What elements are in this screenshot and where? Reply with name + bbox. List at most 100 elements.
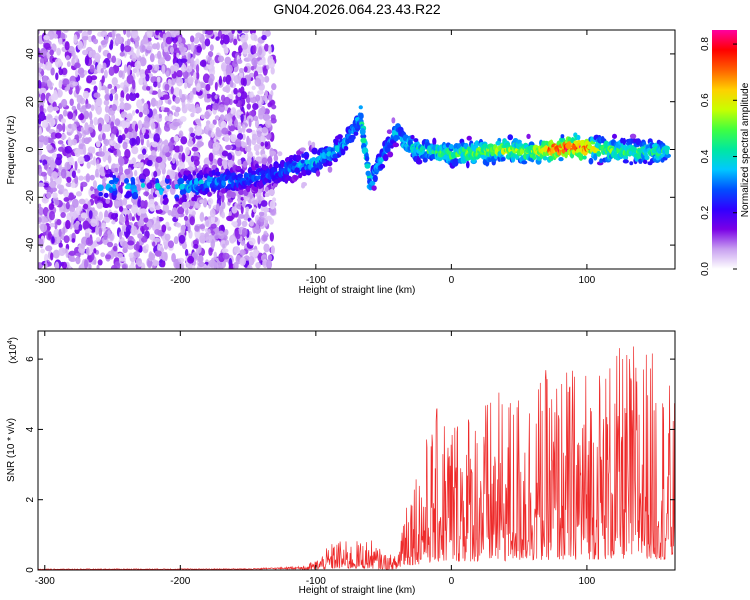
noise-cell (49, 222, 56, 228)
noise-cell (241, 141, 247, 149)
trace-cell (319, 164, 323, 169)
noise-cell (135, 257, 143, 266)
trace-cell (452, 158, 460, 166)
noise-cell (150, 122, 156, 130)
noise-cell (68, 265, 72, 269)
noise-cell (127, 240, 135, 246)
noise-cell (210, 131, 215, 138)
colorbar-tick-label: 0.6 (700, 93, 711, 107)
noise-cell (198, 261, 205, 268)
noise-cell (95, 140, 101, 148)
noise-cell (264, 30, 271, 37)
noise-cell (110, 39, 114, 47)
noise-cell (118, 165, 124, 176)
trace-cell (521, 160, 528, 165)
noise-cell (132, 110, 136, 116)
noise-cell (181, 63, 187, 73)
trace-cell (413, 138, 419, 143)
noise-cell (68, 192, 75, 201)
noise-cell (184, 82, 188, 89)
trace-cell (635, 138, 642, 146)
noise-cell (168, 113, 173, 122)
noise-cell (84, 228, 92, 234)
noise-cell (98, 147, 103, 153)
noise-cell (217, 55, 225, 63)
trace-cell (98, 191, 103, 197)
trace-cell (578, 153, 584, 161)
noise-cell (126, 38, 131, 46)
noise-cell (143, 217, 149, 223)
noise-cell (187, 76, 194, 85)
noise-cell (164, 233, 171, 241)
noise-cell (190, 56, 195, 65)
noise-cell (52, 249, 60, 259)
noise-cell (83, 259, 89, 269)
noise-cell (269, 150, 277, 156)
noise-cell (264, 141, 269, 147)
trace-cell (301, 181, 308, 187)
noise-cell (74, 160, 78, 171)
noise-cell (262, 94, 267, 102)
noise-cell (75, 69, 79, 78)
noise-cell (167, 209, 173, 216)
trace-cell (365, 170, 371, 177)
trace-cell (246, 156, 252, 164)
noise-cell (258, 46, 263, 56)
noise-cell (51, 236, 55, 244)
noise-cell (204, 111, 210, 120)
noise-cell (251, 200, 259, 205)
figure-title: GN04.2026.064.23.43.R22 (273, 1, 441, 17)
noise-cell (171, 252, 176, 263)
y-tick-label: -40 (25, 237, 36, 252)
noise-cell (49, 159, 56, 170)
noise-cell (173, 87, 181, 97)
noise-cell (38, 182, 45, 188)
trace-cell (664, 153, 671, 159)
noise-cell (222, 252, 230, 260)
noise-cell (215, 36, 220, 41)
trace-cell (267, 156, 273, 164)
noise-cell (84, 122, 89, 132)
noise-cell (185, 146, 190, 156)
noise-cell (193, 159, 200, 167)
noise-cell (128, 159, 134, 165)
noise-cell (256, 130, 262, 137)
trace-cell (105, 164, 109, 171)
noise-cell (79, 73, 85, 79)
noise-cell (189, 35, 195, 43)
trace-cell (372, 174, 378, 183)
noise-cell (60, 168, 67, 179)
noise-cell (135, 241, 140, 251)
noise-cell (131, 79, 136, 90)
noise-cell (124, 45, 132, 53)
noise-cell (63, 190, 70, 198)
noise-cell (129, 91, 137, 102)
trace-cell (263, 177, 269, 183)
trace-cell (364, 155, 370, 162)
noise-cell (83, 110, 90, 120)
noise-cell (258, 211, 265, 217)
noise-cell (141, 45, 146, 52)
noise-cell (189, 216, 195, 226)
noise-cell (71, 170, 76, 179)
noise-cell (222, 34, 230, 45)
noise-cell (143, 191, 150, 197)
y-tick-label: 2 (25, 496, 36, 502)
trace-cell (304, 154, 309, 161)
noise-cell (200, 114, 205, 120)
noise-cell (170, 86, 174, 95)
noise-cell (137, 233, 143, 239)
x-tick-label: -200 (170, 576, 190, 587)
trace-cell (260, 170, 267, 175)
noise-cell (57, 171, 62, 177)
trace-cell (192, 171, 197, 176)
trace-cell (369, 180, 376, 186)
noise-cell (98, 151, 105, 157)
noise-cell (146, 221, 153, 228)
trace-cell (382, 153, 389, 162)
trace-cell (165, 174, 170, 180)
trace-cell (255, 156, 262, 162)
noise-cell (271, 104, 277, 110)
noise-cell (252, 249, 259, 257)
noise-cell (249, 251, 254, 257)
